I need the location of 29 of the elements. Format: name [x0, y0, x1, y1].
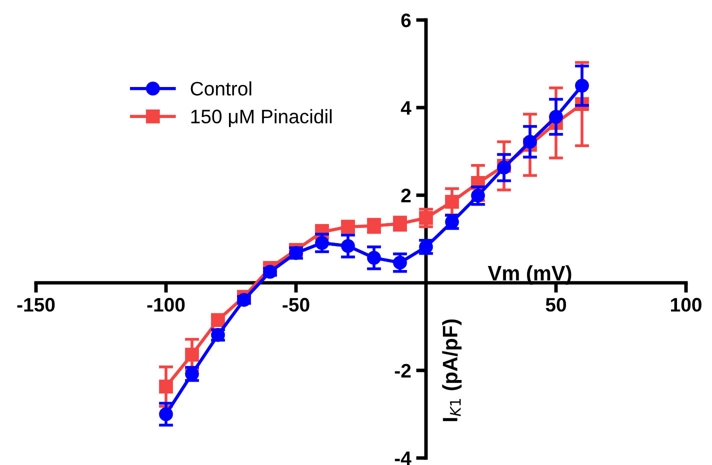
point — [367, 250, 381, 265]
point — [159, 407, 173, 422]
point — [185, 348, 199, 362]
x-tick-label: 50 — [546, 298, 566, 312]
point — [523, 134, 537, 149]
x-tick-label: -150 — [17, 298, 55, 312]
point — [159, 380, 173, 394]
point — [471, 188, 485, 203]
legend-label: 150 μM Pinacidil — [191, 109, 332, 127]
y-axis-title: I$_{K1}$ (pA/pF) — [442, 319, 462, 422]
point — [211, 313, 225, 327]
point — [419, 240, 433, 254]
point — [393, 256, 407, 270]
legend-label: Control — [190, 81, 252, 96]
y-tick-label: -2 — [394, 364, 411, 378]
x-tick-label: 100 — [671, 298, 702, 312]
point — [341, 239, 355, 253]
point — [419, 211, 433, 225]
y-tick-label: 4 — [400, 101, 412, 115]
y-tick-label: 6 — [401, 13, 411, 28]
point — [575, 78, 589, 93]
point — [341, 220, 355, 234]
point — [445, 194, 459, 209]
x-tick-label: -50 — [282, 298, 310, 312]
x-tick-label: -100 — [147, 298, 185, 312]
y-tick-label: 2 — [401, 188, 411, 202]
y-tick-label: -4 — [394, 452, 412, 465]
point — [549, 110, 563, 124]
point — [315, 236, 329, 250]
